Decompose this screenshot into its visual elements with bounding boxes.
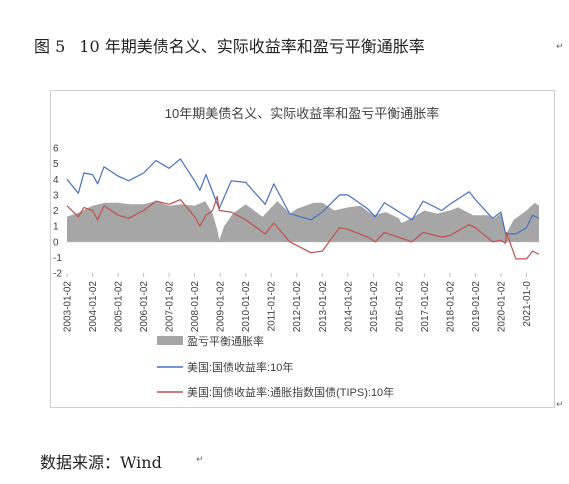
legend-swatch xyxy=(157,336,183,345)
series-line xyxy=(66,158,540,235)
x-tick-label: 2018-01-02 xyxy=(445,281,456,333)
y-tick-label: 0 xyxy=(53,237,59,248)
chart-frame: 10年期美债名义、实际收益率和盈亏平衡通胀率 -2 -1 0 1 2 3 4 5 6 2003-01… xyxy=(50,90,555,408)
x-tick-label: 2015-01-02 xyxy=(369,281,380,333)
x-tick-label: 2012-01-02 xyxy=(292,281,303,333)
chart: 10年期美债名义、实际收益率和盈亏平衡通胀率 -2 -1 0 1 2 3 4 5 6 2003-01… xyxy=(53,106,540,399)
x-tick-label: 2016-01-02 xyxy=(394,281,405,333)
source-note: 数据来源：Wind xyxy=(40,453,162,472)
x-tick-label: 2017-01-02 xyxy=(420,281,431,333)
x-tick-label: 2008-01-02 xyxy=(190,281,201,333)
series-area-breakeven xyxy=(67,201,539,242)
x-tick-label: 2006-01-02 xyxy=(139,281,150,333)
x-tick-label: 2009-01-02 xyxy=(216,281,227,333)
x-tick-label: 2003-01-02 xyxy=(63,281,74,333)
figure-caption: 图 5 10 年期美债名义、实际收益率和盈亏平衡通胀率 xyxy=(34,33,425,57)
y-tick-label: 4 xyxy=(53,175,59,186)
x-tick-label: 2019-01-02 xyxy=(471,281,482,333)
x-tick-label: 2007-01-02 xyxy=(165,281,176,333)
y-tick-label: 3 xyxy=(53,190,59,201)
y-tick-label: 2 xyxy=(53,206,59,217)
x-tick-label: 2020-01-02 xyxy=(496,281,507,333)
paragraph-mark-icon: ↵ xyxy=(556,400,564,410)
legend-label: 美国:国债收益率:通胀指数国债(TIPS):10年 xyxy=(187,385,394,399)
figure-caption-text: 10 年期美债名义、实际收益率和盈亏平衡通胀率 xyxy=(79,37,425,56)
paragraph-mark-icon: ↵ xyxy=(196,455,204,465)
y-tick-label: 6 xyxy=(53,144,59,155)
y-tick-label: 1 xyxy=(53,222,59,233)
x-tick-label: 2005-01-02 xyxy=(114,281,125,333)
x-tick-label: 2004-01-02 xyxy=(88,281,99,333)
x-tick-label: 2021-01-0 xyxy=(522,281,533,327)
series-line xyxy=(66,195,540,260)
y-tick-label: -1 xyxy=(53,253,62,264)
y-tick-label: 5 xyxy=(53,159,59,170)
legend-label: 盈亏平衡通胀率 xyxy=(187,334,264,348)
chart-title: 10年期美债名义、实际收益率和盈亏平衡通胀率 xyxy=(165,106,439,121)
x-tick-label: 2014-01-02 xyxy=(343,281,354,333)
paragraph-mark-icon: ↵ xyxy=(556,42,564,52)
y-tick-label: -2 xyxy=(53,269,62,280)
x-tick-label: 2013-01-02 xyxy=(318,281,329,333)
figure-number: 图 5 xyxy=(34,37,66,56)
x-tick-label: 2011-01-02 xyxy=(267,281,278,332)
x-tick-label: 2010-01-02 xyxy=(241,281,252,333)
legend-label: 美国:国债收益率:10年 xyxy=(187,360,293,374)
